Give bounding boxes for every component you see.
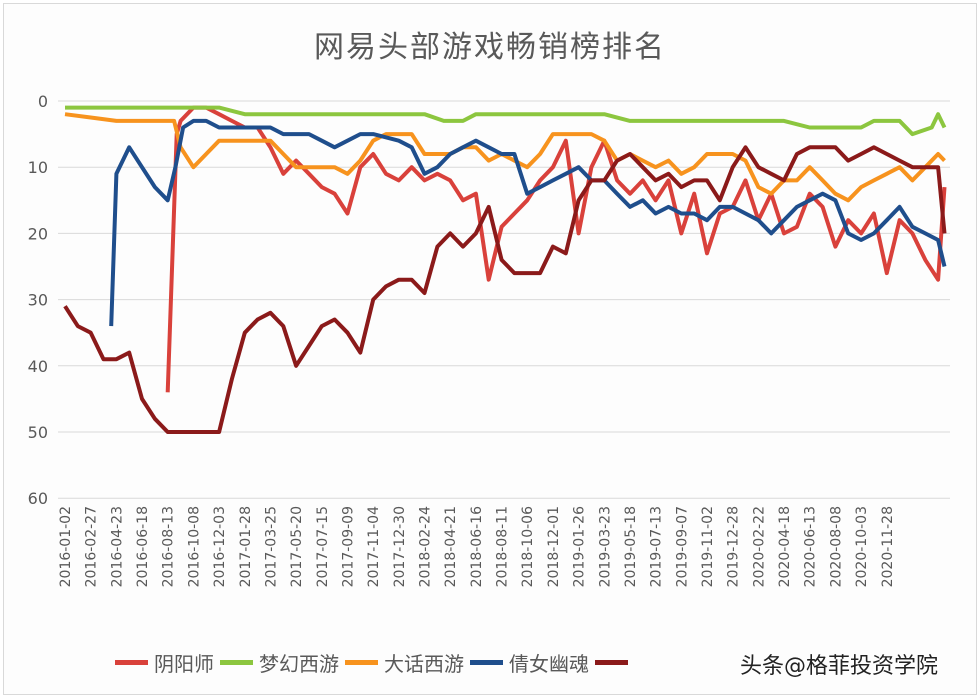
x-tick-label: 2016-06-18 (135, 506, 151, 587)
x-tick-label: 2019-03-23 (597, 506, 613, 587)
chart-frame (3, 3, 977, 695)
legend-swatch (220, 660, 253, 665)
legend-label: 阴阳师 (154, 652, 214, 676)
y-tick-label: 50 (28, 423, 48, 442)
x-tick-label: 2020-04-18 (777, 506, 793, 587)
x-tick-label: 2017-11-04 (366, 506, 382, 587)
x-tick-label: 2019-11-02 (700, 506, 716, 587)
x-tick-label: 2016-04-23 (109, 506, 125, 587)
legend-swatch (470, 660, 503, 665)
series-menghuan-line (65, 105, 947, 137)
legend-swatch (115, 660, 148, 665)
series-qiannv-line (109, 118, 947, 327)
y-tick-label: 10 (28, 158, 48, 177)
legend: 阴阳师 梦幻西游 大话西游 倩女幽魂 (115, 648, 640, 677)
x-tick-label: 2017-03-25 (263, 506, 279, 587)
y-tick-label: 40 (28, 357, 48, 376)
legend-swatch (345, 660, 378, 665)
x-tick-label: 2017-12-30 (392, 506, 408, 587)
x-tick-label: 2019-09-07 (674, 506, 690, 587)
chart-title: 网易头部游戏畅销榜排名 (314, 30, 666, 65)
x-tick-label: 2017-09-09 (340, 506, 356, 587)
x-tick-label: 2016-02-27 (84, 506, 100, 587)
series-yinyangshi-line (165, 105, 947, 393)
x-tick-label: 2019-05-18 (623, 506, 639, 587)
legend-label: 大话西游 (384, 652, 464, 676)
x-tick-label: 2020-11-28 (880, 506, 896, 587)
series-fifth-line (63, 145, 947, 434)
x-tick-label: 2017-01-28 (238, 506, 254, 587)
series-dahua-line (64, 112, 946, 203)
x-tick-label: 2020-02-22 (751, 506, 767, 587)
watermark: 头条@格菲投资学院 (740, 654, 939, 679)
x-tick-label: 2018-06-16 (469, 506, 485, 587)
legend-item-dahua: 大话西游 (345, 648, 464, 677)
x-tick-label: 2019-07-13 (649, 506, 665, 587)
legend-label: 倩女幽魂 (509, 652, 589, 676)
x-tick-label: 2016-01-02 (58, 506, 74, 587)
legend-item-qiannv: 倩女幽魂 (470, 648, 589, 677)
legend-item-yinyangshi: 阴阳师 (115, 648, 214, 677)
x-tick-label: 2016-10-08 (186, 506, 202, 587)
y-tick-label: 30 (28, 291, 48, 310)
legend-label: 梦幻西游 (259, 652, 339, 676)
x-tick-label: 2019-12-28 (726, 506, 742, 587)
x-tick-label: 2016-08-13 (161, 506, 177, 587)
x-tick-label: 2020-06-13 (803, 506, 819, 587)
x-tick-label: 2018-04-21 (443, 506, 459, 587)
x-tick-label: 2020-08-08 (828, 506, 844, 587)
x-tick-label: 2017-07-15 (315, 506, 331, 587)
y-tick-label: 0 (38, 92, 48, 111)
x-tick-label: 2017-05-20 (289, 506, 305, 587)
legend-swatch (595, 660, 628, 665)
x-tick-label: 2019-01-26 (572, 506, 588, 587)
x-tick-label: 2020-10-03 (854, 506, 870, 587)
legend-item-menghuan: 梦幻西游 (220, 648, 339, 677)
y-tick-label: 20 (28, 224, 48, 243)
x-tick-label: 2018-08-11 (495, 506, 511, 587)
y-tick-label: 60 (28, 489, 48, 508)
legend-item-fifth (595, 660, 634, 665)
x-tick-label: 2016-12-03 (212, 506, 228, 587)
x-tick-label: 2018-10-06 (520, 506, 536, 587)
x-tick-label: 2018-12-01 (546, 506, 562, 587)
x-tick-label: 2018-02-24 (418, 506, 434, 587)
